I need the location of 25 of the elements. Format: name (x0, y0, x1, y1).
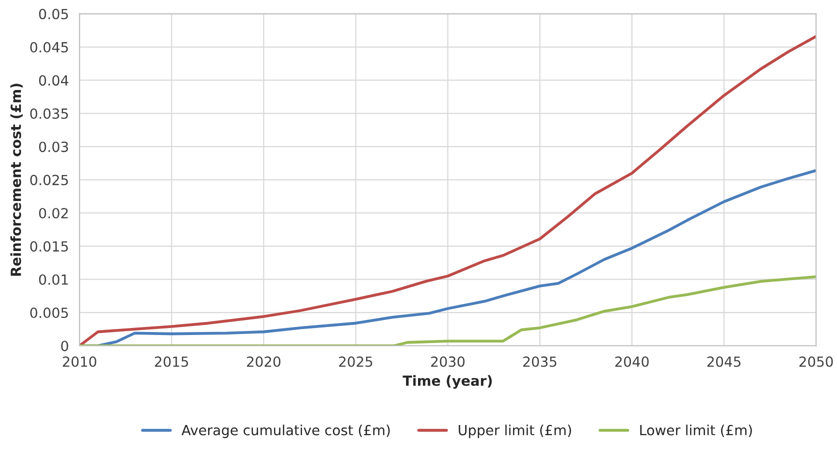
y-tick-label: 0.04 (39, 75, 68, 86)
x-tick-label: 2045 (707, 356, 740, 367)
y-tick-label: 0.035 (30, 108, 68, 119)
y-tick-label: 0.015 (30, 241, 68, 252)
y-tick-label: 0.025 (30, 174, 68, 186)
x-tick-label: 2030 (431, 356, 465, 367)
legend-label: Upper limit (£m) (458, 424, 572, 438)
y-tick-label: 0.02 (39, 208, 68, 218)
y-axis-title: Reinforcement cost (£m) (10, 84, 23, 276)
y-tick-label: 0.045 (30, 42, 68, 52)
x-tick-label: 2015 (154, 356, 188, 367)
y-tick-label: 0.01 (39, 274, 68, 285)
legend-label: Lower limit (£m) (640, 424, 752, 438)
y-tick-label: 0.03 (39, 142, 68, 152)
x-tick-label: 2035 (523, 356, 556, 367)
y-tick-label: 0 (61, 340, 68, 352)
x-tick-label: 2040 (615, 356, 649, 367)
x-axis-title: Time (year) (402, 375, 492, 389)
x-tick-label: 2050 (799, 356, 833, 367)
y-tick-label: 0.05 (39, 8, 68, 20)
legend-label: Average cumulative cost (£m) (182, 424, 390, 438)
x-tick-label: 2010 (62, 356, 96, 367)
x-tick-label: 2020 (247, 356, 280, 367)
x-tick-label: 2025 (339, 356, 372, 367)
y-tick-label: 0.005 (30, 308, 68, 318)
